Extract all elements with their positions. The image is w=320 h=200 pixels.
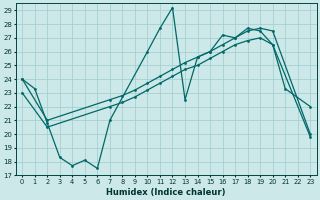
X-axis label: Humidex (Indice chaleur): Humidex (Indice chaleur): [107, 188, 226, 197]
